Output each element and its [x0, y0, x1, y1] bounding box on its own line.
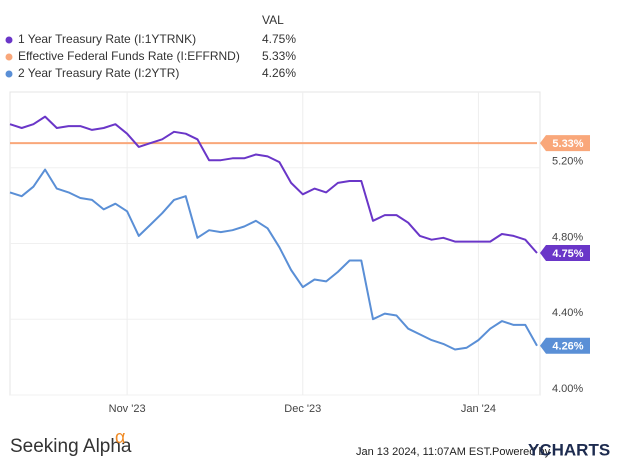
legend-label: 2 Year Treasury Rate (I:2YTR) [18, 66, 179, 80]
legend-marker [5, 36, 13, 44]
value-tag [540, 244, 590, 261]
legend-header: VAL [262, 13, 284, 27]
legend-value: 4.75% [262, 32, 296, 46]
x-tick-label: Nov '23 [109, 403, 146, 415]
y-tick-label: 4.00% [552, 383, 583, 395]
legend-value: 5.33% [262, 49, 296, 63]
value-tag-label: 4.26% [552, 341, 583, 353]
value-tag-label: 5.33% [552, 138, 583, 150]
value-tag [540, 337, 590, 354]
powered-by: Powered by [492, 446, 551, 458]
legend-marker [5, 70, 13, 78]
value-tag-label: 4.75% [552, 248, 583, 260]
brand: Seeking Alpha [10, 436, 132, 457]
timestamp: Jan 13 2024, 11:07AM EST. [356, 446, 492, 458]
series-line [9, 115, 538, 254]
legend-label: Effective Federal Funds Rate (I:EFFRND) [18, 49, 240, 63]
value-tag [540, 135, 590, 152]
provider: YCHARTS [528, 440, 610, 459]
y-tick-label: 4.40% [552, 307, 583, 319]
legend-value: 4.26% [262, 66, 296, 80]
y-tick-label: 4.80% [552, 231, 583, 243]
legend-marker [5, 53, 13, 61]
legend-label: 1 Year Treasury Rate (I:1YTRNK) [18, 32, 196, 46]
series-line [9, 168, 538, 351]
x-tick-label: Dec '23 [284, 403, 321, 415]
y-tick-label: 5.20% [552, 156, 583, 168]
x-tick-label: Jan '24 [461, 403, 496, 415]
brand-symbol: α [115, 427, 125, 447]
